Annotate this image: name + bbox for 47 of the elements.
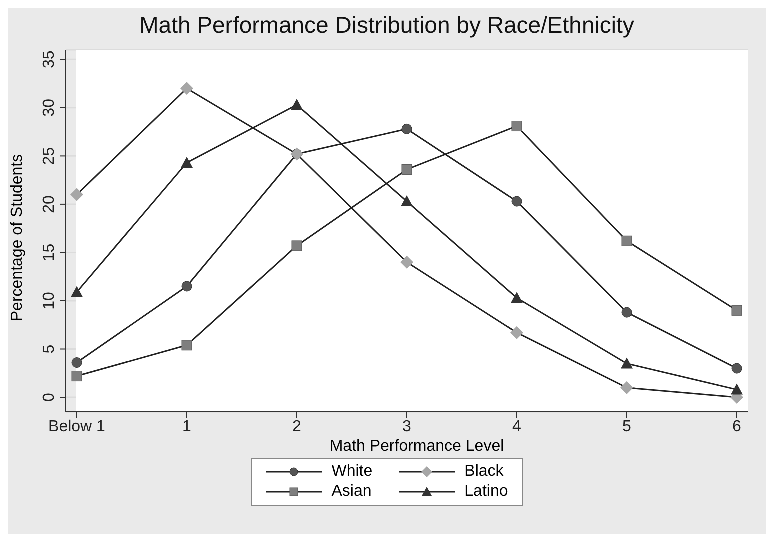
point [400, 256, 414, 269]
point [71, 286, 83, 298]
point [512, 121, 522, 132]
point [72, 371, 82, 382]
point [401, 196, 413, 207]
x-tick-label: 6 [732, 418, 742, 436]
point [292, 240, 302, 252]
legend-label: Asian [332, 483, 372, 501]
legend-label: Black [464, 463, 504, 481]
y-tick-label: 25 [41, 147, 58, 166]
point [510, 326, 524, 340]
x-tick-label: 1 [182, 418, 192, 436]
point [182, 340, 192, 351]
y-tick-label: 5 [41, 344, 58, 354]
y-tick-label: 35 [41, 50, 58, 69]
point [511, 292, 523, 304]
x-tick-label: 2 [292, 418, 302, 436]
y-tick-label: 20 [41, 195, 58, 214]
x-tick-label: 3 [402, 418, 412, 436]
point [622, 307, 632, 318]
point [732, 305, 742, 316]
point [621, 358, 633, 369]
y-tick-label: 15 [41, 244, 58, 262]
point [622, 236, 632, 246]
chart-title: Math Performance Distribution by Race/Ethnicity [138, 11, 636, 40]
point [620, 381, 634, 394]
point [402, 124, 412, 134]
x-tick-label: 5 [622, 418, 632, 436]
y-tick-label: 30 [41, 98, 58, 117]
y-axis-title: Percentage of Students [9, 154, 27, 322]
legend-label: White [332, 463, 373, 481]
point [732, 363, 742, 374]
y-tick-label: 10 [41, 292, 58, 310]
point [72, 358, 82, 368]
x-tick-label: Below 1 [48, 418, 106, 436]
point [512, 196, 522, 207]
point [731, 384, 743, 395]
point [181, 156, 193, 168]
y-tick-label: 0 [41, 392, 58, 402]
x-axis-title: Math Performance Level [328, 438, 506, 456]
point [70, 188, 84, 202]
point [180, 82, 194, 96]
legend-label: Latino [464, 483, 508, 501]
point [402, 164, 412, 175]
point [182, 281, 192, 292]
x-tick-label: 4 [512, 418, 522, 436]
point [291, 99, 303, 110]
